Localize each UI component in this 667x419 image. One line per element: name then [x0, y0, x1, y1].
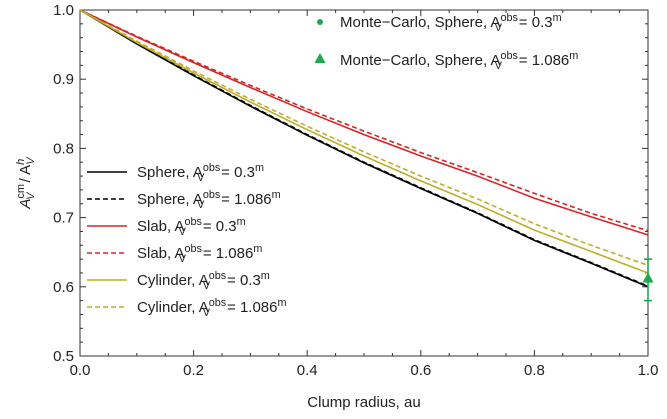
y-tick-label: 0.9	[53, 71, 74, 88]
legend-label-1: Sphere, Aobs V = 1.086m	[137, 189, 281, 211]
x-axis-label: Clump radius, au	[307, 394, 420, 411]
legend-marker-0	[317, 19, 323, 25]
legend-marker-1	[314, 53, 326, 63]
y-tick-label: 0.5	[53, 348, 74, 365]
legend-mc-label-1: Monte−Carlo, Sphere, Aobs V = 1.086m	[340, 50, 578, 72]
y-tick-label: 0.8	[53, 140, 74, 157]
series-line-1	[79, 9, 649, 287]
series-lines	[79, 9, 649, 288]
x-tick-label: 0.4	[297, 362, 318, 379]
y-axis-label: AcmV / AhV	[15, 156, 37, 210]
y-tick-label: 1.0	[53, 2, 74, 19]
axis-ticks: 0.0 0.2 0.4 0.6 0.8 1.0 0.5 0.6 0.7 0.8 0.9 1.0	[53, 2, 658, 379]
series-line-4	[79, 9, 649, 274]
x-tick-label: 0.8	[524, 362, 545, 379]
y-tick-label: 0.7	[53, 210, 74, 227]
x-tick-label: 0.6	[410, 362, 431, 379]
legend-label-5: Cylinder, Aobs V = 1.086m	[137, 297, 286, 319]
series-line-2	[79, 9, 649, 236]
legend-mc-label-0: Monte−Carlo, Sphere, Aobs V = 0.3m	[340, 12, 562, 34]
x-tick-label: 1.0	[638, 362, 659, 379]
x-tick-label: 0.2	[183, 362, 204, 379]
y-tick-label: 0.6	[53, 279, 74, 296]
legend-label-4: Cylinder, Aobs V = 0.3m	[137, 270, 270, 292]
monte-carlo-markers	[642, 258, 654, 302]
legend-markers: Monte−Carlo, Sphere, Aobs V = 0.3m Monte−C…	[314, 12, 578, 72]
series-line-3	[79, 9, 649, 232]
legend-label-0: Sphere, Aobs V = 0.3m	[137, 162, 264, 184]
monte-carlo-point-1	[642, 272, 654, 283]
legend-label-3: Slab, Aobs V = 1.086m	[137, 243, 262, 265]
svg-text:AcmV / AhV: AcmV / AhV	[15, 156, 37, 210]
series-line-5	[79, 9, 649, 267]
legend-label-2: Slab, Aobs V = 0.3m	[137, 216, 246, 238]
x-tick-label: 0.0	[70, 362, 91, 379]
legend-lines: Sphere, Aobs V = 0.3m Sphere, Aobs V = 1.08…	[87, 162, 286, 319]
